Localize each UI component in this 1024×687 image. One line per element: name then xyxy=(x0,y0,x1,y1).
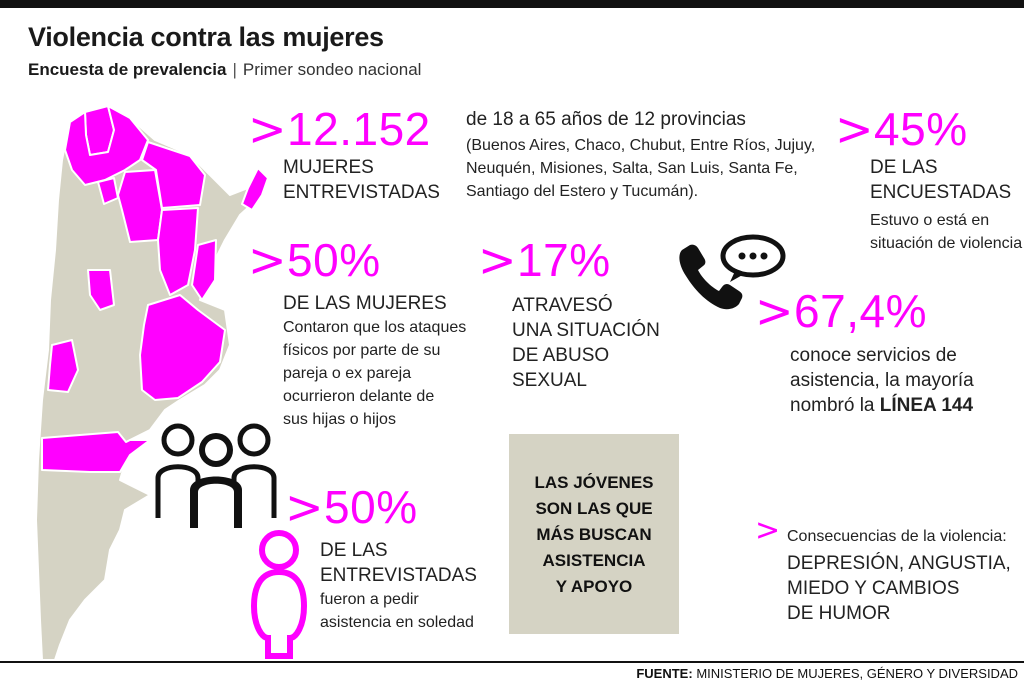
footer-source-text: MINISTERIO DE MUJERES, GÉNERO Y DIVERSID… xyxy=(696,666,1018,681)
children-detail-line2: físicos por parte de su xyxy=(283,342,441,359)
map-buenos-aires xyxy=(139,294,226,401)
consequences-line1: DEPRESIÓN, ANGUSTIA, xyxy=(787,553,1011,574)
stat-abuse-label: ATRAVESÓ UNA SITUACIÓN DE ABUSO SEXUAL xyxy=(512,293,660,393)
abuse-line3: DE ABUSO xyxy=(512,345,610,366)
highlight-line2: SON LAS QUE xyxy=(535,499,653,518)
surveyed-value: 12.152 xyxy=(287,103,431,155)
stat-children-label: DE LAS MUJERES Contaron que los ataques … xyxy=(283,291,466,431)
services-line1: conoce servicios de xyxy=(790,345,957,366)
woman-icon xyxy=(250,530,308,659)
consequences-line3: DE HUMOR xyxy=(787,603,891,624)
highlight-box: LAS JÓVENES SON LAS QUE MÁS BUSCAN ASIST… xyxy=(509,434,679,634)
footer-label: FUENTE: xyxy=(636,666,693,681)
surveyed-label-line2: ENTREVISTADAS xyxy=(283,182,440,203)
highlight-line4: ASISTENCIA xyxy=(542,551,646,570)
abuse-line2: UNA SITUACIÓN xyxy=(512,320,660,341)
services-line3-bold: LÍNEA 144 xyxy=(879,395,974,416)
chevron-right-icon: > xyxy=(248,102,288,156)
subtitle-bold: Encuesta de prevalencia xyxy=(28,60,227,79)
map-neuquen xyxy=(47,339,79,393)
surveyed-detail-line3: Neuquén, Misiones, Salta, San Luis, Sant… xyxy=(466,160,798,177)
consequences-line2: MIEDO Y CAMBIOS xyxy=(787,578,960,599)
violence-detail-line1: Estuvo o está en xyxy=(870,212,990,229)
alone-line4: asistencia en soledad xyxy=(320,614,474,631)
group-people-icon xyxy=(155,423,277,528)
services-line2: asistencia, la mayoría xyxy=(790,370,974,391)
footer-divider xyxy=(0,661,1024,663)
violence-label-line1: DE LAS xyxy=(870,157,938,178)
stat-services-label: conoce servicios de asistencia, la mayor… xyxy=(790,343,974,418)
chevron-right-icon: > xyxy=(835,102,875,156)
services-line3-prefix: nombró la xyxy=(790,395,875,416)
children-value: 50% xyxy=(287,234,381,286)
violence-value: 45% xyxy=(874,103,968,155)
stat-violence-label: DE LAS ENCUESTADAS Estuvo o está en situ… xyxy=(870,155,1022,255)
phone-chat-icon xyxy=(679,234,786,310)
highlight-line1: LAS JÓVENES xyxy=(534,473,654,492)
stat-violence-number: >45% xyxy=(835,106,968,152)
surveyed-detail-line1: de 18 a 65 años de 12 provincias xyxy=(466,109,746,130)
footer-source: FUENTE: MINISTERIO DE MUJERES, GÉNERO Y … xyxy=(636,666,1018,681)
map-san-luis xyxy=(87,269,115,311)
children-detail-line3: pareja o ex pareja xyxy=(283,365,412,382)
services-value: 67,4% xyxy=(794,285,927,337)
children-detail-line5: sus hijas o hijos xyxy=(283,411,396,428)
children-detail-line1: Contaron que los ataques xyxy=(283,319,467,336)
page-title: Violencia contra las mujeres xyxy=(28,22,384,52)
map-misiones xyxy=(241,167,269,211)
alone-line1: DE LAS xyxy=(320,540,388,561)
chevron-right-icon: > xyxy=(248,233,288,287)
surveyed-label-line1: MUJERES xyxy=(283,157,374,178)
violence-detail-line2: situación de violencia xyxy=(870,235,1023,252)
stat-surveyed-detail: de 18 a 65 años de 12 provincias (Buenos… xyxy=(466,107,815,203)
children-detail-line4: ocurrieron delante de xyxy=(283,388,435,405)
stat-children-number: >50% xyxy=(248,237,381,283)
subtitle-rest: Primer sondeo nacional xyxy=(242,60,422,79)
chevron-right-icon: > xyxy=(285,480,325,534)
consequences-title: Consecuencias de la violencia: xyxy=(787,528,1007,545)
consequences-chevron: > xyxy=(755,516,780,546)
surveyed-detail-line2: (Buenos Aires, Chaco, Chubut, Entre Ríos… xyxy=(466,137,816,154)
top-bar xyxy=(0,0,1024,8)
stat-surveyed-label: MUJERES ENTREVISTADAS xyxy=(283,155,440,205)
map-entre-rios xyxy=(191,239,217,301)
consequences-block: Consecuencias de la violencia: DEPRESIÓN… xyxy=(787,525,1011,626)
argentina-map xyxy=(35,105,269,661)
services-line3: nombró la LÍNEA 144 xyxy=(790,393,974,418)
abuse-line1: ATRAVESÓ xyxy=(512,295,613,316)
highlight-line3: MÁS BUSCAN xyxy=(536,525,652,544)
abuse-value: 17% xyxy=(517,234,611,286)
abuse-line4: SEXUAL xyxy=(512,370,587,391)
page-subtitle: Encuesta de prevalencia | Primer sondeo na… xyxy=(28,60,421,80)
violence-label-line2: ENCUESTADAS xyxy=(870,182,1012,203)
alone-value: 50% xyxy=(324,481,418,533)
highlight-text: LAS JÓVENES SON LAS QUE MÁS BUSCAN ASIST… xyxy=(509,470,679,600)
stat-abuse-number: >17% xyxy=(478,237,611,283)
chevron-right-icon: > xyxy=(755,513,781,548)
map-chubut xyxy=(41,431,151,473)
highlight-line5: Y APOYO xyxy=(555,577,633,596)
stat-alone-label: DE LAS ENTREVISTADAS fueron a pedir asis… xyxy=(320,538,477,634)
stat-services-number: >67,4% xyxy=(755,288,927,334)
map-salta xyxy=(64,105,149,186)
alone-line3: fueron a pedir xyxy=(320,591,419,608)
map-santa-fe xyxy=(157,207,199,296)
surveyed-detail-line4: Santiago del Estero y Tucumán). xyxy=(466,183,699,200)
chevron-right-icon: > xyxy=(478,233,518,287)
children-label: DE LAS MUJERES xyxy=(283,293,447,314)
stat-alone-number: >50% xyxy=(285,484,418,530)
stat-surveyed-number: >12.152 xyxy=(248,106,431,152)
chevron-right-icon: > xyxy=(755,284,795,338)
map-chaco xyxy=(141,141,206,209)
subtitle-separator: | xyxy=(232,60,237,79)
alone-line2: ENTREVISTADAS xyxy=(320,565,477,586)
